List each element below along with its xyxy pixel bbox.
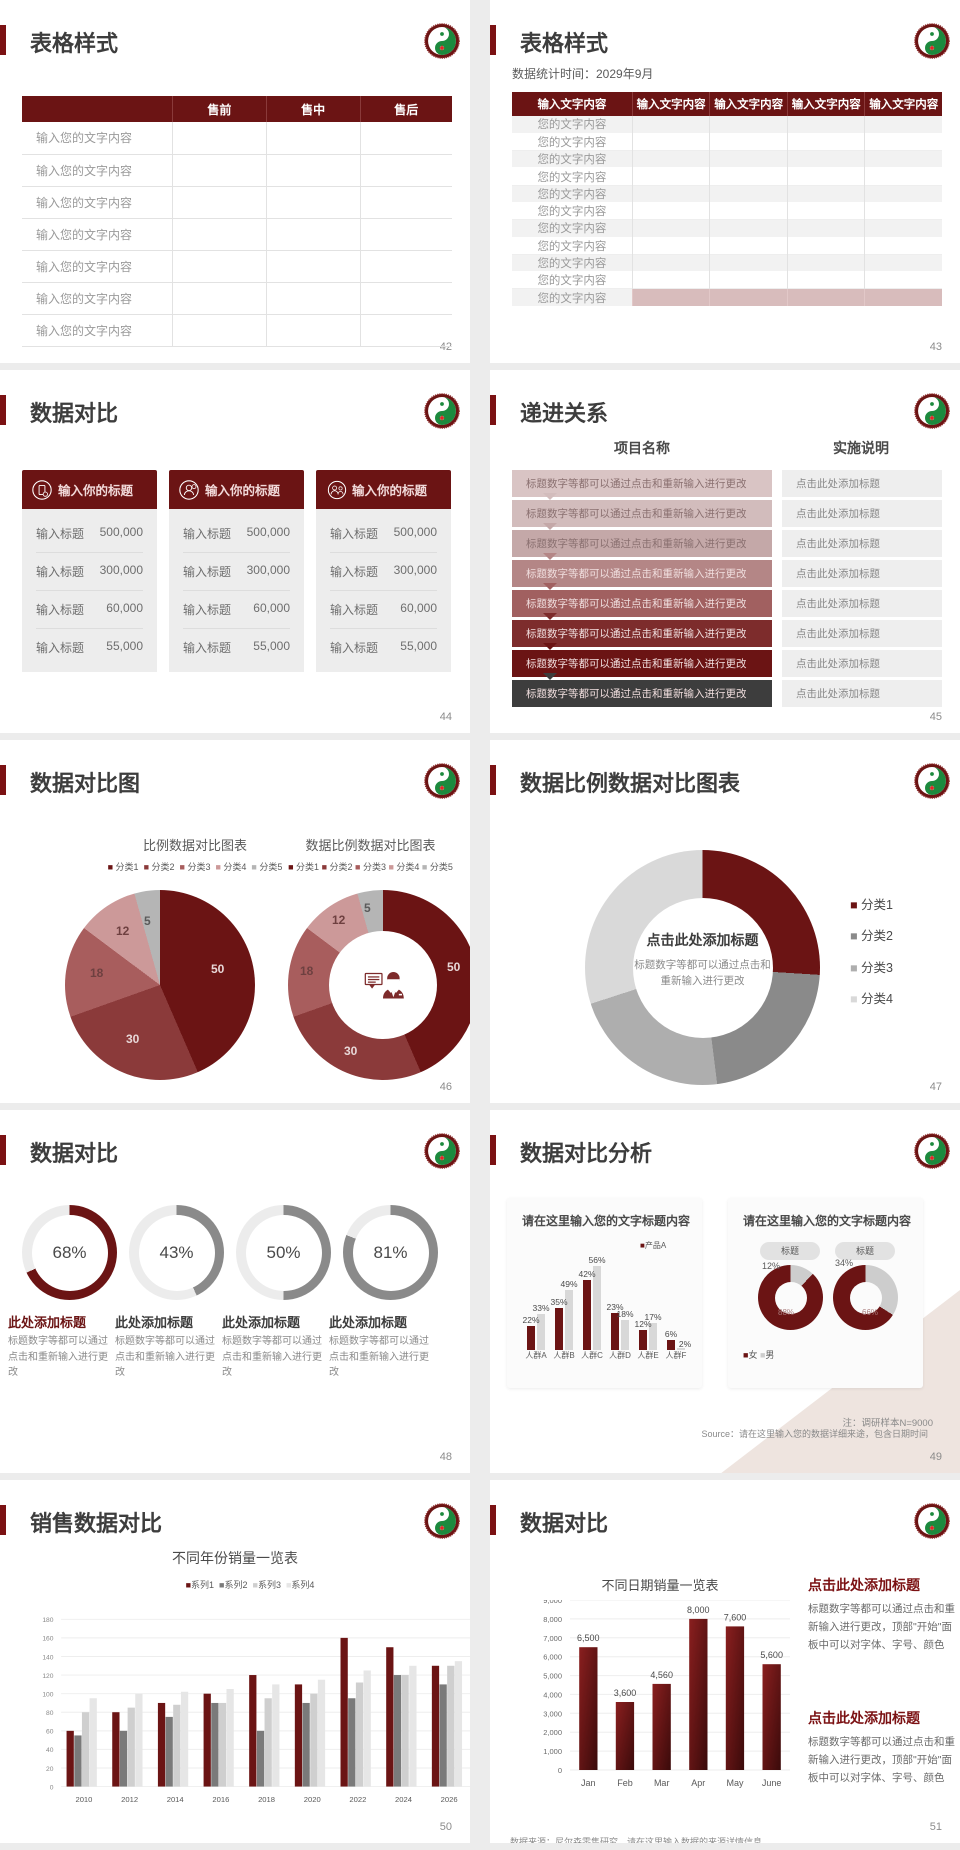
svg-text:3,000: 3,000	[543, 1709, 562, 1718]
svg-text:4,560: 4,560	[650, 1670, 673, 1680]
svg-text:Feb: Feb	[617, 1778, 633, 1788]
svg-text:17%: 17%	[644, 1312, 661, 1322]
svg-text:140: 140	[42, 1654, 53, 1661]
svg-text:160: 160	[42, 1636, 53, 1643]
svg-text:0: 0	[50, 1784, 54, 1791]
svg-text:6,500: 6,500	[577, 1633, 600, 1643]
svg-text:2,000: 2,000	[543, 1728, 562, 1737]
svg-text:3,600: 3,600	[614, 1688, 637, 1698]
svg-text:2026: 2026	[441, 1795, 458, 1804]
svg-text:180: 180	[42, 1617, 53, 1624]
svg-text:2018: 2018	[258, 1795, 275, 1804]
svg-text:人群D: 人群D	[609, 1350, 631, 1360]
svg-text:2016: 2016	[212, 1795, 229, 1804]
svg-text:33%: 33%	[532, 1303, 549, 1313]
svg-text:2010: 2010	[75, 1795, 92, 1804]
svg-text:Jan: Jan	[581, 1778, 596, 1788]
svg-text:6,000: 6,000	[543, 1653, 562, 1662]
svg-text:8,000: 8,000	[543, 1615, 562, 1624]
svg-text:2012: 2012	[121, 1795, 138, 1804]
svg-text:人群F: 人群F	[666, 1350, 687, 1360]
svg-text:5,600: 5,600	[760, 1650, 783, 1660]
svg-text:100: 100	[42, 1692, 53, 1699]
svg-text:人群B: 人群B	[553, 1350, 574, 1360]
svg-text:2024: 2024	[395, 1795, 413, 1804]
svg-text:May: May	[726, 1778, 744, 1788]
svg-text:8,000: 8,000	[687, 1605, 710, 1615]
svg-text:2022: 2022	[349, 1795, 366, 1804]
svg-text:40: 40	[46, 1747, 54, 1754]
svg-text:20: 20	[46, 1766, 54, 1773]
svg-text:49%: 49%	[560, 1279, 577, 1289]
svg-text:80: 80	[46, 1710, 54, 1717]
svg-text:Mar: Mar	[654, 1778, 670, 1788]
svg-text:7,000: 7,000	[543, 1634, 562, 1643]
svg-text:人群A: 人群A	[525, 1350, 547, 1360]
svg-text:2014: 2014	[167, 1795, 185, 1804]
svg-text:June: June	[762, 1778, 782, 1788]
svg-text:Apr: Apr	[691, 1778, 705, 1788]
svg-text:2020: 2020	[304, 1795, 321, 1804]
svg-text:2%: 2%	[679, 1339, 692, 1349]
svg-text:1,000: 1,000	[543, 1747, 562, 1756]
svg-text:22%: 22%	[522, 1315, 539, 1325]
svg-text:56%: 56%	[588, 1255, 605, 1265]
svg-text:9,000: 9,000	[543, 1600, 562, 1605]
svg-text:120: 120	[42, 1673, 53, 1680]
svg-text:0: 0	[558, 1766, 562, 1775]
svg-text:人群C: 人群C	[581, 1350, 603, 1360]
svg-text:18%: 18%	[616, 1309, 633, 1319]
svg-text:60: 60	[46, 1729, 54, 1736]
svg-text:7,600: 7,600	[724, 1612, 747, 1622]
svg-text:35%: 35%	[550, 1297, 567, 1307]
svg-text:42%: 42%	[578, 1269, 595, 1279]
svg-text:5,000: 5,000	[543, 1672, 562, 1681]
svg-text:人群E: 人群E	[637, 1350, 658, 1360]
svg-text:6%: 6%	[665, 1329, 678, 1339]
svg-text:4,000: 4,000	[543, 1690, 562, 1699]
